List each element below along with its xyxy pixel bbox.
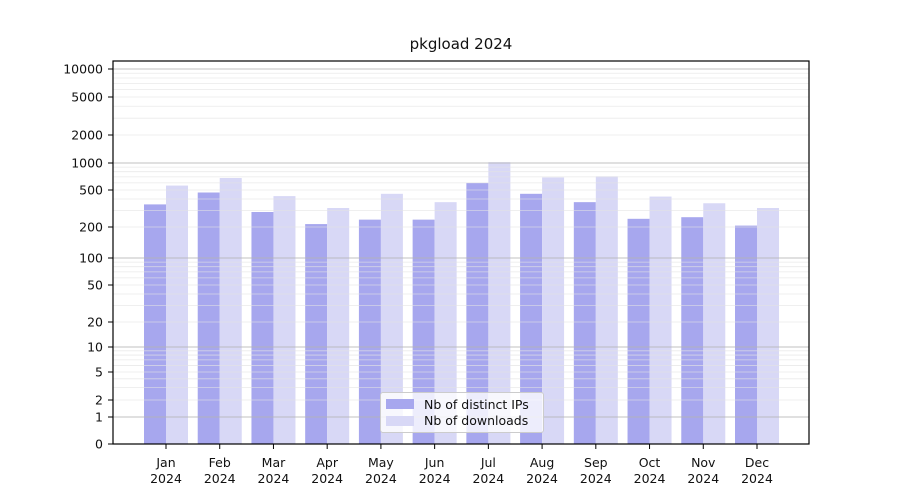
x-tick-label: Feb 2024 [204, 455, 236, 486]
x-tick-label: Jan 2024 [150, 455, 182, 486]
legend: Nb of distinct IPs Nb of downloads [380, 392, 544, 433]
bar-distinct-ips-oct [627, 218, 650, 444]
legend-label-downloads: Nb of downloads [424, 413, 529, 429]
x-tick-label: May 2024 [365, 455, 397, 486]
y-tick-label: 5000 [71, 90, 103, 105]
bar-distinct-ips-may [358, 219, 381, 444]
y-tick-label: 50 [87, 278, 103, 293]
y-tick-label: 20 [87, 315, 103, 330]
legend-entry-downloads: Nb of downloads [386, 413, 537, 428]
bar-downloads-feb [219, 178, 242, 444]
plot-border [112, 60, 810, 445]
y-tick-label: 100 [79, 251, 103, 266]
x-tick-label: Jun 2024 [419, 455, 451, 486]
y-tick-label: 0 [95, 437, 103, 452]
legend-label-distinct-ips: Nb of distinct IPs [424, 396, 529, 412]
bar-distinct-ips-nov [681, 217, 704, 444]
y-axis: 0 1 2 5 10 20 50 100 200 500 1000 2000 5000 10000 [63, 62, 113, 452]
bar-distinct-ips-feb [197, 192, 220, 444]
bar-distinct-ips-jan [144, 204, 166, 444]
bar-downloads-jun [434, 202, 457, 444]
bar-downloads-sep [595, 176, 618, 444]
y-tick-label: 200 [79, 220, 103, 235]
y-tick-label: 2 [95, 393, 103, 408]
y-tick-label: 1 [95, 410, 103, 425]
legend-swatch-distinct-ips [386, 399, 414, 410]
bar-downloads-nov [703, 203, 726, 444]
chart-title: pkgload 2024 [409, 35, 513, 53]
x-tick-label: Aug 2024 [526, 455, 558, 486]
x-tick-label: Jul 2024 [472, 455, 504, 486]
y-tick-label: 500 [79, 183, 103, 198]
y-tick-label: 1000 [71, 156, 103, 171]
bar-distinct-ips-dec [735, 225, 757, 444]
legend-entry-distinct-ips: Nb of distinct IPs [386, 397, 537, 412]
y-tick-label: 5 [95, 365, 103, 380]
x-tick-label: Dec 2024 [741, 455, 773, 486]
bar-downloads-jul [488, 162, 511, 444]
y-tick-label: 10000 [63, 62, 103, 77]
x-axis: Jan 2024 Feb 2024 Mar 2024 Apr 2024 May 2024 Jun 20… [150, 444, 773, 486]
x-tick-label: Apr 2024 [311, 455, 343, 486]
bar-downloads-mar [273, 196, 296, 444]
bar-downloads-jan [166, 185, 188, 444]
bar-distinct-ips-mar [251, 211, 274, 444]
x-tick-label: Sep 2024 [580, 455, 612, 486]
x-tick-label: Nov 2024 [687, 455, 719, 486]
bar-downloads-may [380, 193, 403, 444]
x-tick-label: Oct 2024 [634, 455, 666, 486]
y-tick-label: 2000 [71, 128, 103, 143]
y-tick-label: 10 [87, 340, 103, 355]
x-tick-label: Mar 2024 [258, 455, 290, 486]
bar-downloads-aug [542, 177, 565, 444]
bar-downloads-apr [327, 208, 350, 444]
bar-downloads-dec [757, 208, 779, 444]
bar-distinct-ips-apr [305, 224, 328, 444]
grid-layer [113, 68, 809, 418]
bar-distinct-ips-sep [573, 202, 596, 444]
legend-swatch-downloads [386, 415, 414, 426]
bar-distinct-ips-aug [520, 193, 543, 444]
bar-downloads-oct [649, 196, 672, 444]
